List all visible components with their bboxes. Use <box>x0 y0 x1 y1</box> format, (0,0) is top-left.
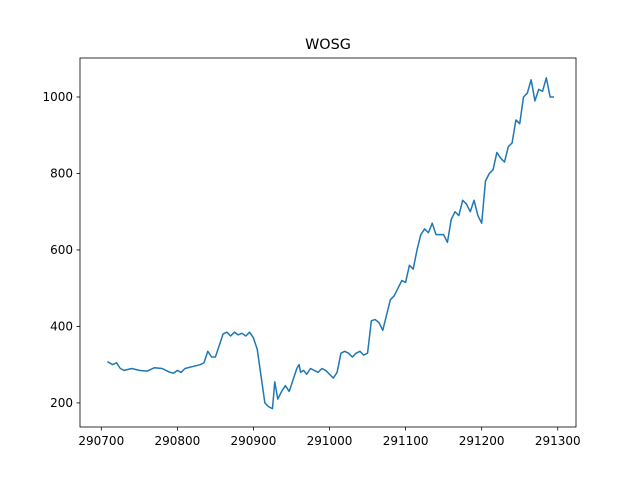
x-tick-label: 291300 <box>535 434 581 448</box>
chart-title: WOSG <box>305 37 351 53</box>
x-tick-label: 291000 <box>307 434 353 448</box>
x-tick-label: 290700 <box>78 434 124 448</box>
x-tick-label: 291100 <box>383 434 429 448</box>
y-tick-label: 200 <box>50 396 73 410</box>
y-tick-label: 400 <box>50 319 73 333</box>
plot-frame <box>79 57 577 428</box>
y-tick-label: 1000 <box>42 90 73 104</box>
x-tick-label: 291200 <box>459 434 505 448</box>
line-series <box>107 77 554 410</box>
x-tick-label: 290900 <box>231 434 277 448</box>
y-tick-label: 800 <box>50 166 73 180</box>
y-tick-label: 600 <box>50 243 73 257</box>
x-tick-label: 290800 <box>154 434 200 448</box>
